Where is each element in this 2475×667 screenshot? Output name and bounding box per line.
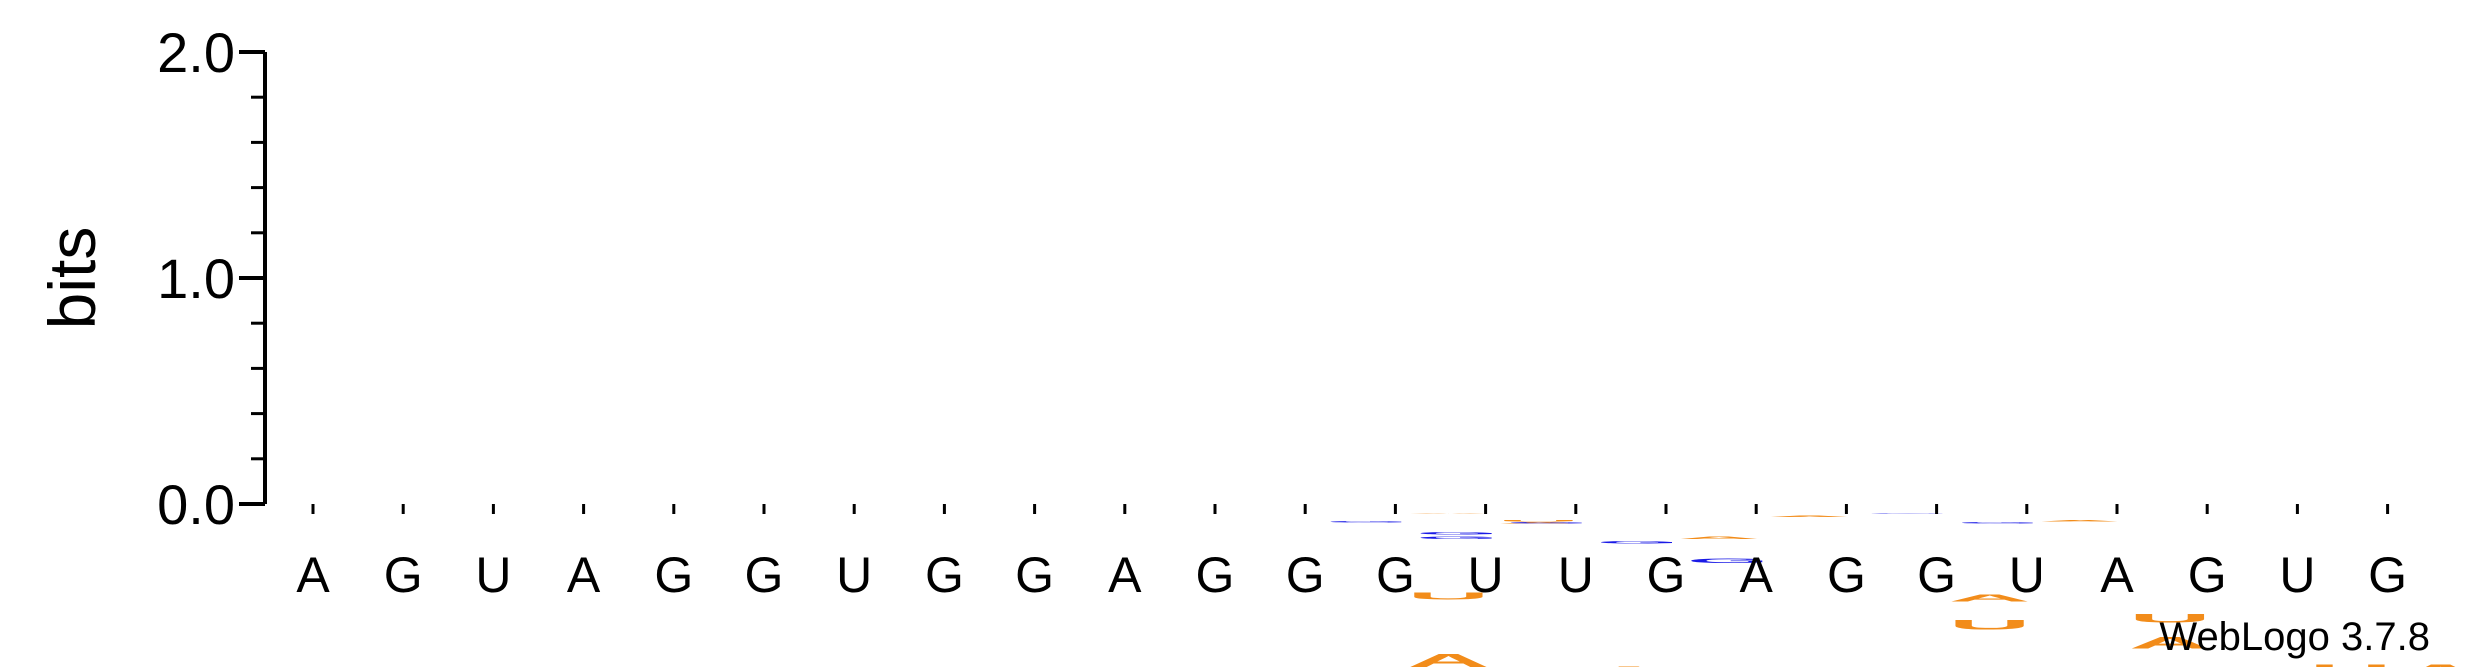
position-label: G: [1827, 547, 1866, 603]
logo-letter-g: G: [1326, 521, 1408, 523]
position-label: G: [1015, 547, 1054, 603]
logo-letter-g: G: [1867, 513, 1949, 514]
y-axis: 0.0 1.0 2.0: [157, 21, 267, 536]
position-label: G: [1286, 547, 1325, 603]
logo-letter-g: G: [1506, 522, 1588, 524]
logo-letter-a: A: [2129, 634, 2211, 652]
position-label: G: [384, 547, 423, 603]
logo-letter-g: G: [1416, 535, 1498, 540]
logo-letter-g: G: [1687, 558, 1769, 565]
position-label: A: [567, 547, 601, 603]
position-label: U: [1558, 547, 1594, 603]
position-label: G: [2188, 547, 2227, 603]
position-label: U: [2009, 547, 2045, 603]
position-label: G: [1196, 547, 1235, 603]
position-label: U: [2279, 547, 2315, 603]
position-label: A: [1108, 547, 1142, 603]
logo-letter-g: G: [1957, 522, 2039, 524]
logo-letter-a: A: [1498, 522, 1580, 524]
logo-letter-g: G: [1416, 531, 1498, 536]
position-label: G: [1917, 547, 1956, 603]
logo-stacks: AGUAAUGGGAUGAGAGAUGAUAGUAGUAUAGGAUGAUAGU…: [1326, 513, 2475, 667]
position-label: U: [1468, 547, 1504, 603]
y-tick-label: 0.0: [157, 473, 235, 536]
logo-letter-u: U: [1407, 590, 1489, 601]
position-label: G: [745, 547, 784, 603]
logo-letter-a: A: [1407, 513, 1489, 514]
logo-letter-u: U: [2309, 661, 2391, 667]
position-label: G: [654, 547, 693, 603]
y-tick-label: 2.0: [157, 21, 235, 84]
logo-letter-a: A: [1768, 515, 1850, 517]
weblogo-credit: WebLogo 3.7.8: [2159, 615, 2430, 659]
logo-letter-a: A: [2039, 520, 2121, 522]
logo-letter-a: A: [1407, 651, 1489, 667]
logo-letter-u: U: [1498, 520, 1580, 522]
position-label: G: [925, 547, 964, 603]
logo-letter-u: U: [1949, 617, 2031, 633]
logo-letter-g: G: [1597, 540, 1679, 545]
position-label: G: [2368, 547, 2407, 603]
position-label: U: [836, 547, 872, 603]
position-label: A: [2100, 547, 2134, 603]
logo-letter-a: A: [1588, 663, 1670, 667]
position-label: A: [1740, 547, 1774, 603]
position-label: U: [475, 547, 511, 603]
logo-letter-a: A: [1678, 535, 1760, 540]
logo-letter-u: U: [2129, 612, 2211, 625]
logo-letter-a: A: [2400, 661, 2475, 667]
position-label: G: [1647, 547, 1686, 603]
position-label: A: [296, 547, 330, 603]
position-label: G: [1376, 547, 1415, 603]
y-axis-title: bits: [35, 227, 109, 330]
logo-letter-a: A: [1949, 593, 2031, 604]
y-tick-label: 1.0: [157, 247, 235, 310]
